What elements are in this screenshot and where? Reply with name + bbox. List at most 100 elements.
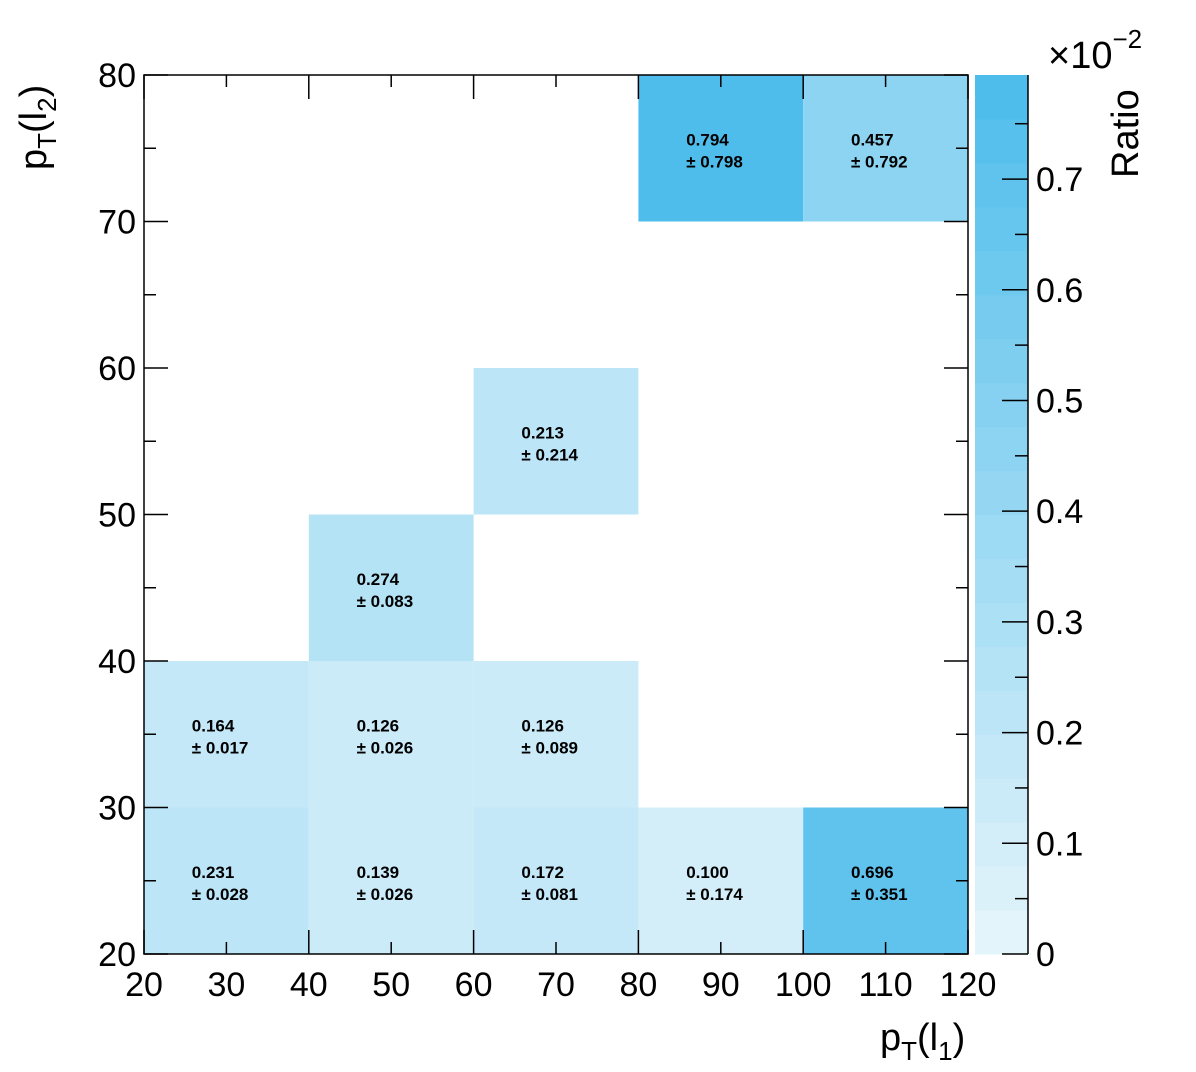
palette-band [975,558,1028,603]
x-tick-label: 110 [858,966,912,1004]
z-axis-exponent-prefix: ×10 [1048,35,1112,77]
palette-band [975,470,1028,515]
cell-value-label: 0.213 [521,423,564,442]
palette-band [975,690,1028,735]
palette-band [975,294,1028,340]
x-axis-title-close: ) [953,1017,966,1059]
x-axis-title: pT(l1) [880,1017,965,1066]
x-tick-label: 50 [372,966,410,1004]
palette-band [975,602,1028,647]
cell-error-label: ± 0.028 [192,885,249,904]
heatmap-cell [308,514,474,661]
cell-error-label: ± 0.017 [192,738,249,757]
cell-error-label: ± 0.083 [357,592,414,611]
cell-value-label: 0.100 [686,863,729,882]
y-tick-label: 20 [98,936,136,974]
cell-value-label: 0.126 [521,716,564,735]
y-tick-label: 30 [98,790,136,828]
x-axis-title-sub: T [901,1036,917,1066]
x-tick-label: 40 [290,966,328,1004]
y-axis-title-close: ) [13,85,55,98]
cell-error-label: ± 0.798 [686,152,743,171]
palette-band [975,514,1028,559]
x-tick-label: 70 [537,966,575,1004]
color-palette: 0 0.1 0.2 0.3 0.4 0.5 0.6 0.7 [975,75,1083,974]
cell-error-label: ± 0.214 [521,445,578,464]
z-axis-title: Ratio [1105,89,1147,178]
heatmap-cell [803,75,968,222]
cell-error-label: ± 0.351 [851,885,908,904]
y-tick-label: 60 [98,350,136,388]
palette-band [975,118,1028,164]
cell-error-label: ± 0.026 [357,885,414,904]
x-tick-label: 30 [207,966,245,1004]
x-tick-label: 120 [940,966,997,1004]
heatmap-cells: 0.231 ± 0.028 0.139 ± 0.026 0.172 ± 0.081 0.10… [144,75,968,954]
y-tick-label: 40 [98,643,136,681]
palette-band [975,426,1028,472]
x-tick-label: 60 [455,966,493,1004]
palette-band [975,822,1028,867]
cell-value-label: 0.794 [686,130,729,149]
palette-band [975,646,1028,691]
cell-value-label: 0.274 [357,570,400,589]
z-tick-label: 0 [1036,936,1055,974]
cell-value-label: 0.164 [192,716,235,735]
cell-value-label: 0.696 [851,863,894,882]
z-axis-exponent: ×10−2 [1048,24,1142,77]
x-tick-label: 100 [775,966,832,1004]
axis-ticks: 20 30 40 50 60 70 80 90 100 110 120 20 30 40 50 60 70 80 [98,57,996,1004]
cell-error-label: ± 0.089 [521,738,578,757]
y-tick-label: 80 [98,57,136,95]
heatmap-cell [638,75,804,222]
cell-value-label: 0.172 [521,863,564,882]
palette-band [975,778,1028,823]
heatmap-cell [308,807,474,954]
palette-band [975,382,1028,428]
x-axis-title-open: (l [917,1017,938,1059]
heatmap-cell [803,807,968,954]
x-axis-title-base: p [880,1017,901,1059]
y-axis-title-sub: T [32,133,62,149]
palette-band [975,250,1028,296]
y-axis-title-sub2: 2 [32,97,62,111]
cell-error-label: ± 0.792 [851,152,908,171]
heatmap-cell [144,807,309,954]
cell-error-label: ± 0.081 [521,885,578,904]
x-tick-label: 80 [619,966,657,1004]
palette-band [975,866,1028,911]
cell-error-label: ± 0.174 [686,885,743,904]
heatmap-cell [144,661,309,808]
cell-error-label: ± 0.026 [357,738,414,757]
heatmap-cell [473,661,639,808]
y-axis-title: pT(l2) [13,85,62,170]
palette-band [975,910,1028,955]
z-tick-label: 0.6 [1036,272,1083,310]
palette-band [975,338,1028,384]
y-axis-title-base: p [13,149,55,170]
x-tick-label: 90 [702,966,740,1004]
z-tick-label: 0.4 [1036,493,1083,531]
x-tick-label: 20 [125,966,163,1004]
y-axis-title-open: (l [13,112,55,133]
palette-band [975,162,1028,208]
z-tick-label: 0.7 [1036,161,1083,199]
heatmap-cell [473,368,639,515]
heatmap-cell [638,807,804,954]
cell-value-label: 0.139 [357,863,400,882]
y-tick-label: 70 [98,204,136,242]
z-tick-label: 0.5 [1036,382,1083,420]
heatmap-cell [473,807,639,954]
cell-value-label: 0.126 [357,716,400,735]
z-axis-exponent-power: −2 [1112,24,1142,54]
heatmap-cell [308,661,474,808]
x-axis-title-sub2: 1 [938,1036,952,1066]
y-tick-label: 50 [98,497,136,535]
cell-value-label: 0.457 [851,130,894,149]
palette-band [975,206,1028,252]
z-tick-label: 0.1 [1036,825,1083,863]
z-tick-label: 0.2 [1036,715,1083,753]
palette-band [975,734,1028,779]
z-tick-label: 0.3 [1036,604,1083,642]
